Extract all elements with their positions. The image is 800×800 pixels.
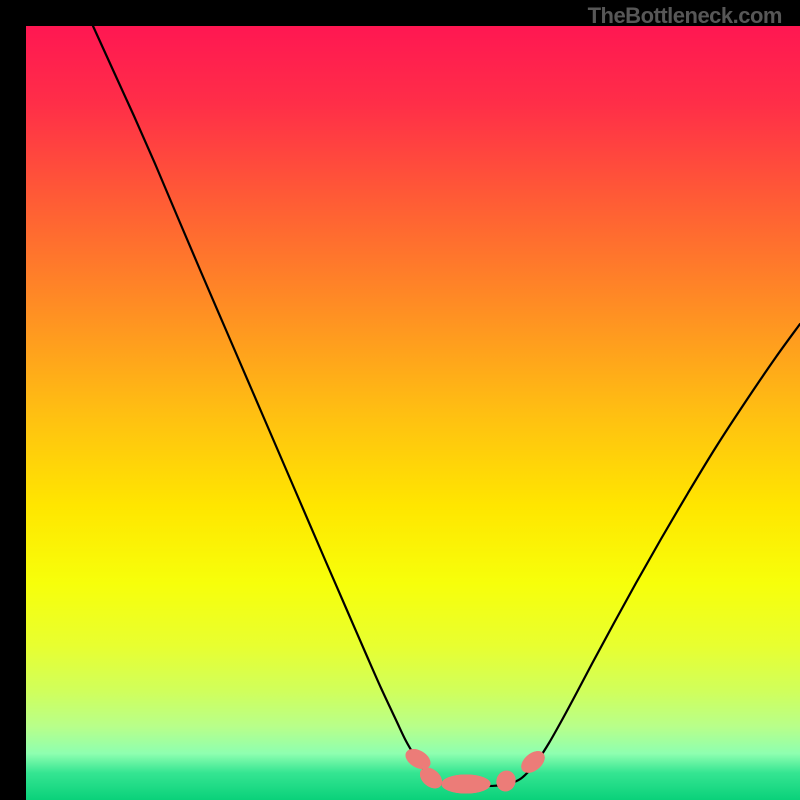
plot-svg [26, 26, 800, 800]
plot-area [26, 26, 800, 800]
valley-marker [442, 775, 490, 793]
chart-frame [0, 0, 800, 800]
gradient-background [26, 26, 800, 800]
watermark-text: TheBottleneck.com [588, 3, 782, 29]
